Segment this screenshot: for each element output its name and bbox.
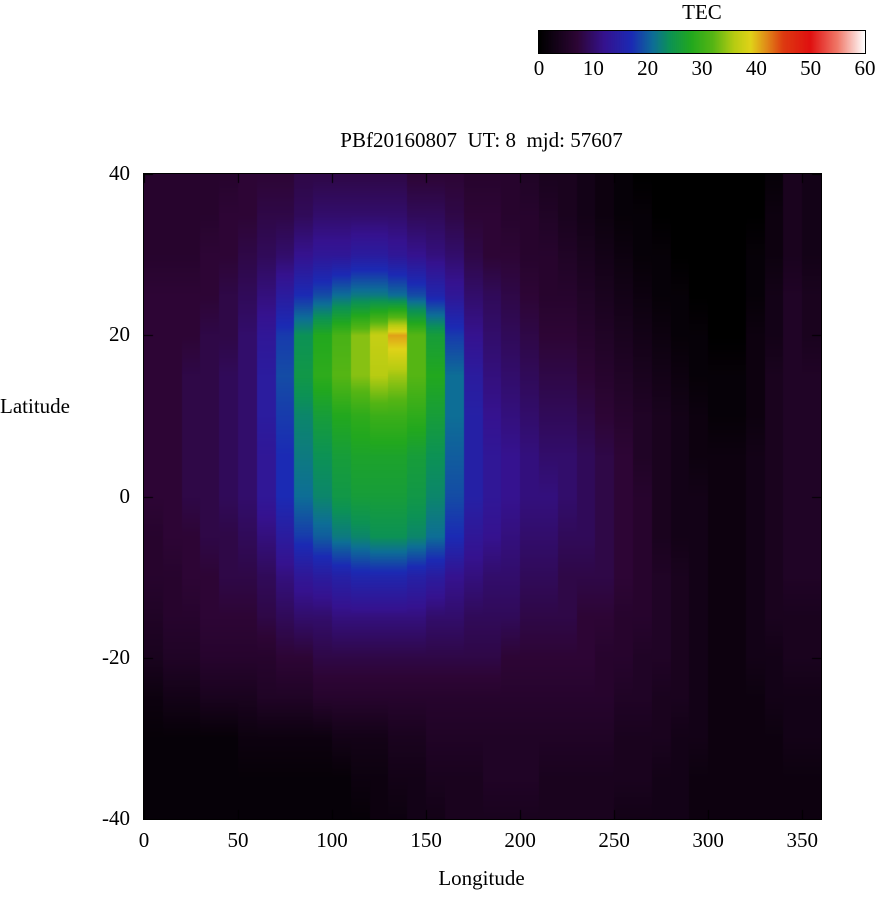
colorbar-tick-label-10: 10 [582, 56, 604, 80]
x-tick-label-250: 250 [598, 828, 630, 852]
x-tick-label-50: 50 [227, 828, 249, 852]
y-tick-label--40: -40 [102, 806, 130, 830]
colorbar-tick-label-20: 20 [637, 56, 659, 80]
colorbar-tick-label-0: 0 [533, 56, 545, 80]
plot-title: PBf20160807 UT: 8 mjd: 57607 [340, 128, 623, 152]
y-tick-label-40: 40 [109, 161, 130, 185]
y-tick-label--20: -20 [102, 644, 130, 669]
x-tick-label-300: 300 [692, 828, 724, 852]
x-axis-label: Longitude [438, 866, 525, 890]
x-tick-label-0: 0 [138, 828, 150, 852]
x-tick-label-350: 350 [786, 828, 818, 852]
x-tick-label-200: 200 [504, 828, 536, 852]
colorbar-tick-label-60: 60 [854, 56, 876, 80]
colorbar-tick-label-40: 40 [745, 56, 767, 80]
colorbar-tick-label-30: 30 [691, 56, 713, 80]
y-tick-label-0: 0 [119, 483, 131, 508]
x-tick-label-150: 150 [410, 828, 442, 852]
y-axis-label: Latitude [0, 394, 70, 418]
x-tick-label-100: 100 [316, 828, 348, 852]
colorbar-tick-label-50: 50 [800, 56, 822, 80]
colorbar-title: TEC [682, 0, 722, 24]
y-tick-label-20: 20 [109, 322, 130, 347]
tec-heatmap [143, 173, 822, 820]
colorbar-gradient [538, 30, 866, 54]
